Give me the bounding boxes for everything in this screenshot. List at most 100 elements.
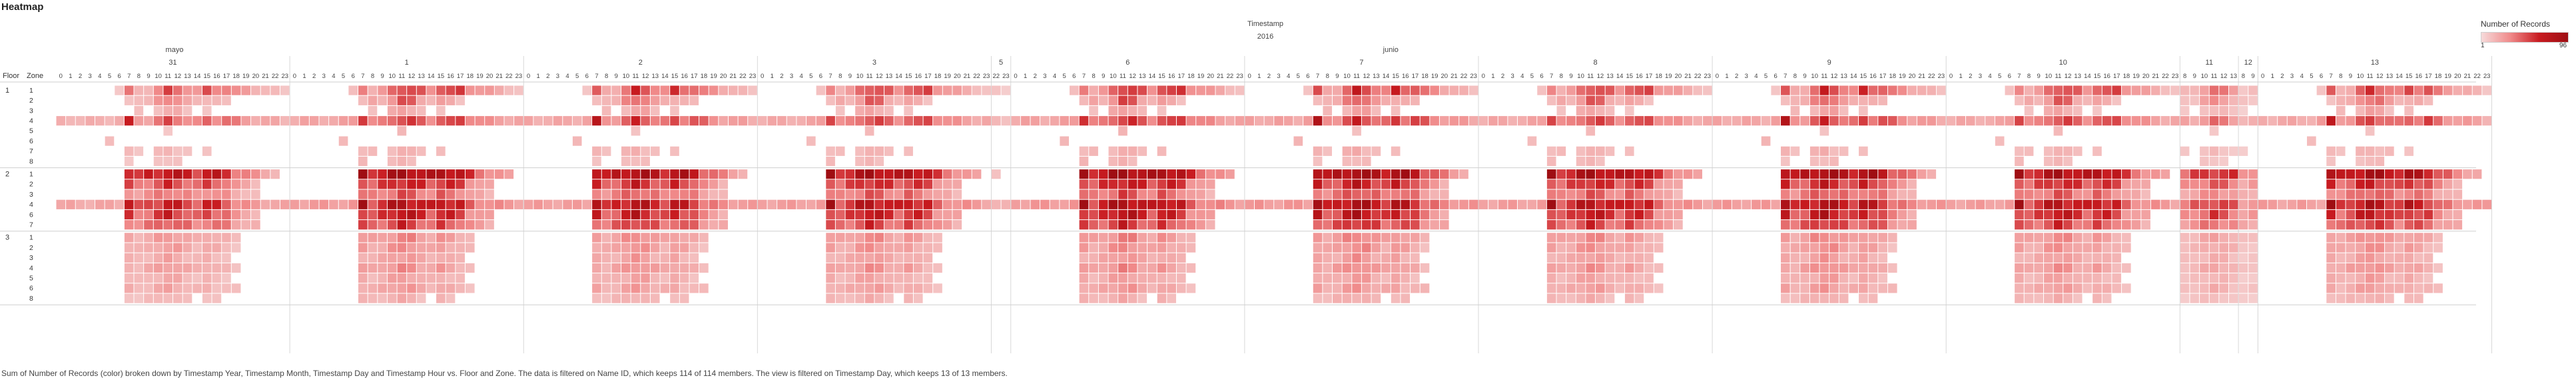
heatmap-cell [1176,169,1186,179]
heatmap-cell [416,199,426,209]
heatmap-cell [2034,220,2044,230]
hour-label: 12 [2220,73,2228,80]
heatmap-cell [2083,263,2093,273]
heatmap-cell [1040,116,1050,126]
heatmap-cell [1566,273,1576,283]
heatmap-cell [2141,209,2150,220]
heatmap-cell [192,263,202,273]
heatmap-cell [1839,220,1849,230]
heatmap-cell [884,263,894,273]
heatmap-cell [679,209,689,220]
heatmap-cell [1946,116,1956,126]
heatmap-cell [1118,283,1127,293]
heatmap-cell [592,283,601,293]
heatmap-cell [1664,179,1674,189]
heatmap-cell [1342,209,1352,220]
heatmap-cell [1819,293,1829,303]
heatmap-cell [2102,293,2112,303]
hour-label: 15 [438,73,445,80]
heatmap-cell [222,95,231,105]
heatmap-cell [864,146,874,156]
heatmap-cell [358,243,368,253]
heatmap-cell [358,116,368,126]
heatmap-cell [1323,189,1333,199]
heatmap-cell [397,126,407,136]
heatmap-cell [456,263,465,273]
heatmap-cell [1381,189,1391,199]
heatmap-cell [1157,253,1167,263]
heatmap-cell [2209,220,2219,230]
heatmap-cell [1556,189,1566,199]
heatmap-cell [1186,243,1196,253]
heatmap-cell [2073,243,2083,253]
heatmap-cell [933,189,942,199]
heatmap-cell [2404,293,2414,303]
heatmap-cell [1352,146,1361,156]
heatmap-cell [1634,189,1644,199]
heatmap-cell [1702,199,1712,209]
heatmap-cell [1732,116,1742,126]
heatmap-cell [202,105,212,116]
heatmap-cell [1985,199,1995,209]
heatmap-cell [1634,85,1644,95]
heatmap-cell [1624,209,1634,220]
heatmap-cell [2063,209,2073,220]
heatmap-cell [144,243,153,253]
hour-label: 1 [1257,73,1261,80]
heatmap-cell [2180,189,2190,199]
heatmap-cell [874,273,884,283]
heatmap-cell [1323,85,1333,95]
heatmap-cell [884,85,894,95]
hour-label: 6 [1072,73,1076,80]
heatmap-cell [864,189,874,199]
heatmap-cell [260,85,270,95]
heatmap-cell [864,273,874,283]
heatmap-cell [1839,179,1849,189]
hour-label: 1 [1959,73,1963,80]
heatmap-cell [2443,220,2453,230]
legend-min-label: 1 [2481,42,2485,49]
heatmap-cell [358,233,368,243]
heatmap-cell [2073,116,2083,126]
heatmap-cell [2034,209,2044,220]
heatmap-cell [1205,189,1215,199]
heatmap-cell [2053,189,2063,199]
heatmap-cell [689,95,699,105]
heatmap-cell [456,169,465,179]
heatmap-cell [816,116,826,126]
hour-label: 5 [108,73,111,80]
heatmap-cell [611,169,621,179]
heatmap-cell [368,146,378,156]
hour-label: 6 [585,73,589,80]
heatmap-cell [952,116,962,126]
heatmap-cell [942,179,952,189]
heatmap-cell [134,189,144,199]
heatmap-cell [212,85,222,95]
heatmap-cell [2346,85,2356,95]
heatmap-cell [1420,116,1430,126]
heatmap-cell [202,116,212,126]
heatmap-cell [1313,243,1323,253]
heatmap-cell [182,116,192,126]
heatmap-cell [845,116,855,126]
heatmap-cell [1897,189,1907,199]
heatmap-cell [913,263,923,273]
heatmap-cell [1839,243,1849,253]
heatmap-cell [650,85,660,95]
heatmap-cell [1781,85,1790,95]
heatmap-cell [864,126,874,136]
heatmap-cell [465,116,475,126]
heatmap-cell [1674,220,1683,230]
heatmap-cell [2093,209,2102,220]
heatmap-cell [2433,220,2443,230]
heatmap-cell [2122,85,2131,95]
heatmap-cell [1868,116,1878,126]
heatmap-cell [348,116,358,126]
heatmap-cell [1615,199,1624,209]
heatmap-cell [2073,179,2083,189]
heatmap-cell [436,243,446,253]
heatmap-cell [153,293,163,303]
heatmap-cell [2024,243,2034,253]
heatmap-cell [446,293,456,303]
heatmap-cell [2443,116,2453,126]
